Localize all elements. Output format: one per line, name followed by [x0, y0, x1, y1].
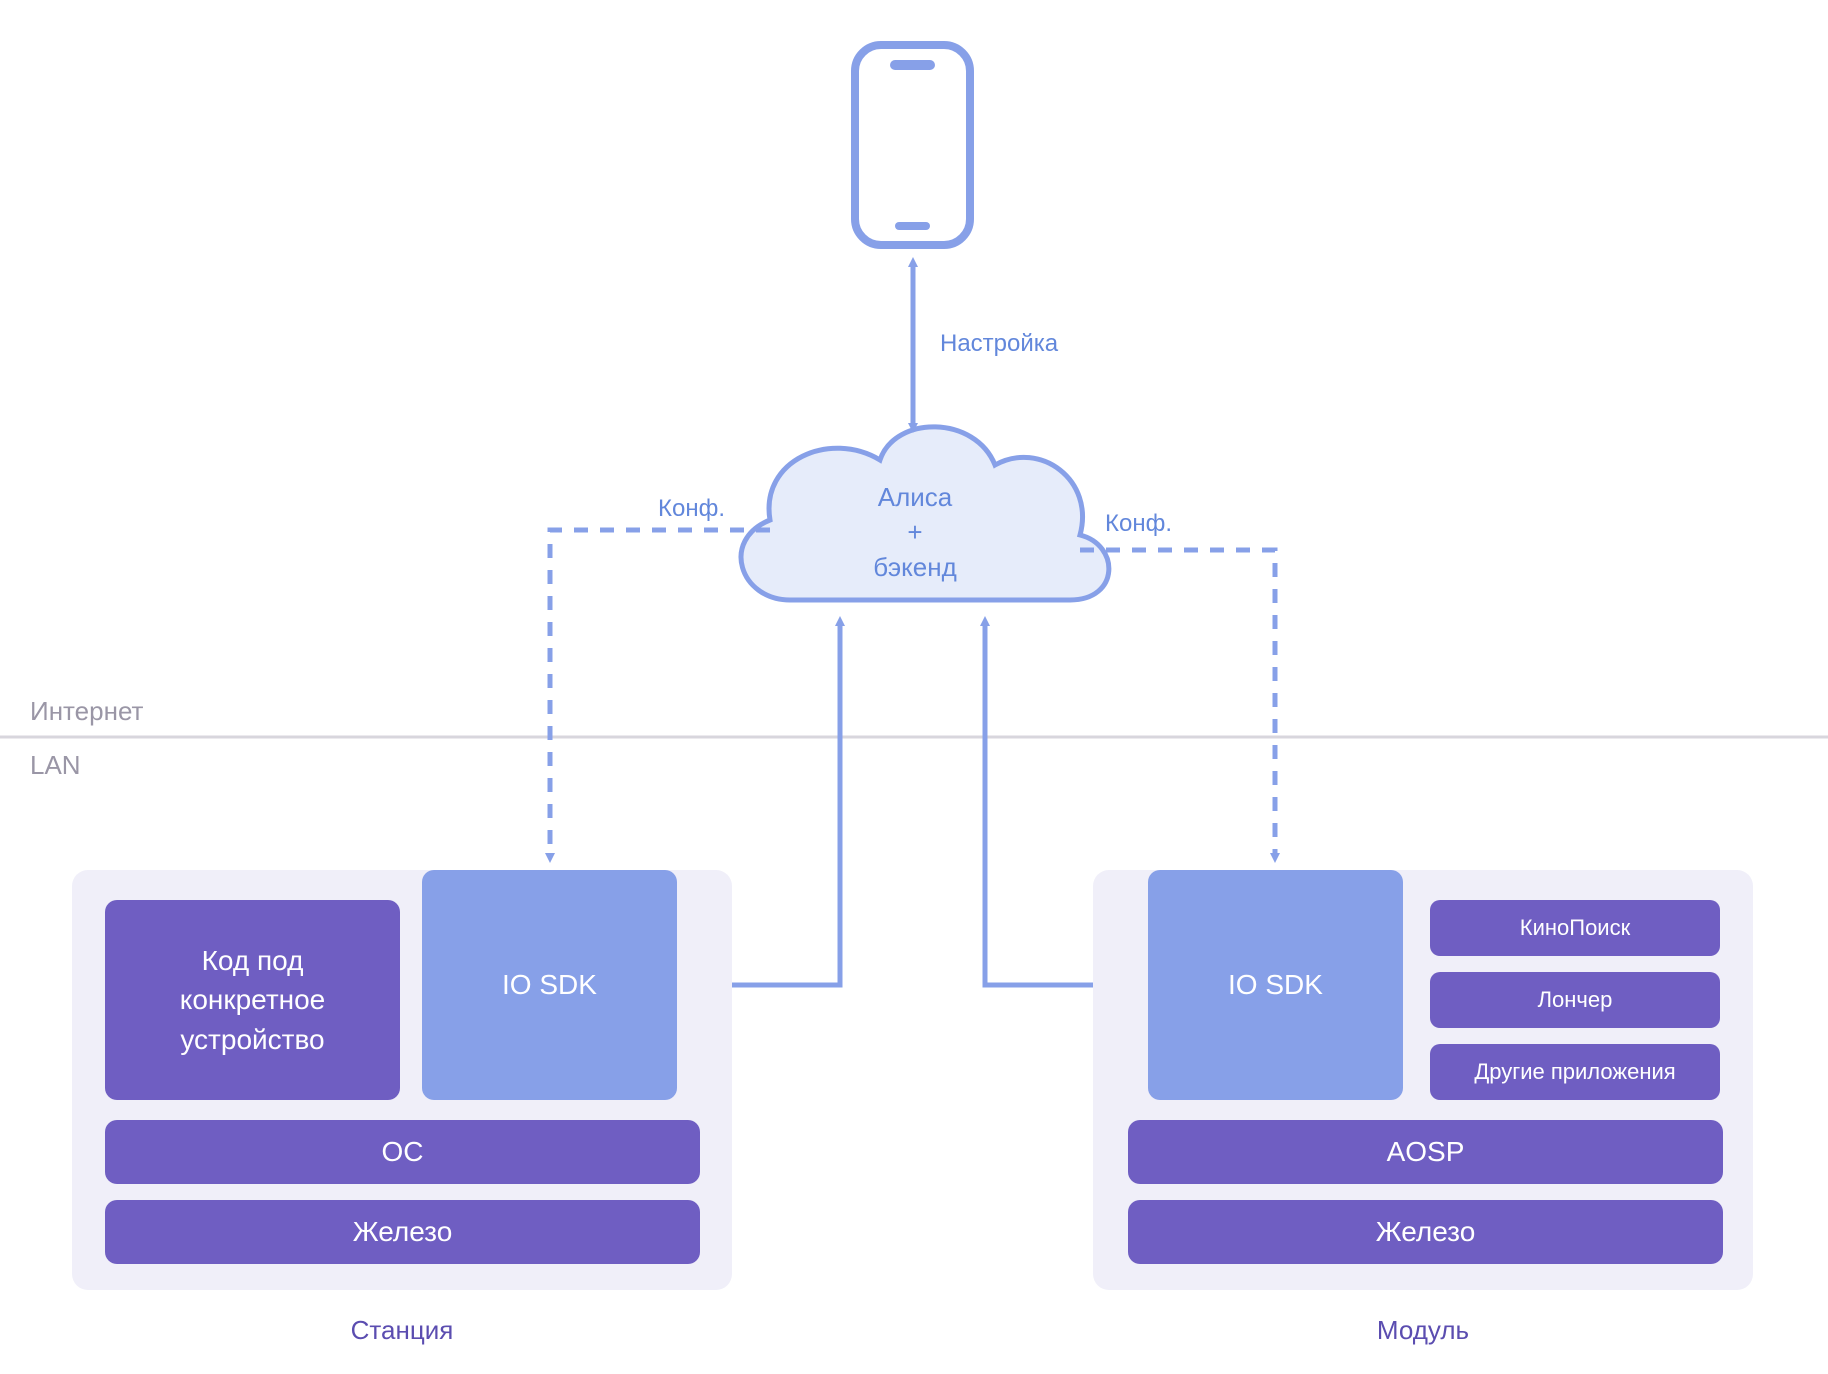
station-title: Станция — [72, 1315, 732, 1346]
edge-conf-left — [550, 530, 770, 858]
module-hw-label: Железо — [1376, 1216, 1476, 1248]
cloud-line1: Алиса — [878, 482, 953, 512]
module-aosp-box: AOSP — [1128, 1120, 1723, 1184]
module-aosp-label: AOSP — [1387, 1136, 1465, 1168]
module-io-sdk-label: IO SDK — [1228, 969, 1323, 1001]
module-title: Модуль — [1093, 1315, 1753, 1346]
module-hw-box: Железо — [1128, 1200, 1723, 1264]
module-app-2: Другие приложения — [1430, 1044, 1720, 1100]
edge-label-settings: Настройка — [940, 330, 1058, 358]
station-device-code-label: Код под конкретное устройство — [180, 941, 326, 1059]
edge-conf-right — [1080, 550, 1275, 858]
zone-label-lan: LAN — [30, 750, 81, 781]
station-os-box: ОС — [105, 1120, 700, 1184]
station-io-sdk-label: IO SDK — [502, 969, 597, 1001]
module-app-0: КиноПоиск — [1430, 900, 1720, 956]
station-os-label: ОС — [382, 1136, 424, 1168]
cloud-line2: + — [907, 517, 922, 547]
module-io-sdk-box: IO SDK — [1148, 870, 1403, 1100]
cloud-line3: бэкенд — [873, 552, 957, 582]
module-app-1-label: Лончер — [1538, 987, 1613, 1013]
station-device-code-box: Код под конкретное устройство — [105, 900, 400, 1100]
edge-label-conf-right: Конф. — [1105, 510, 1172, 538]
cloud-text: Алиса + бэкенд — [820, 480, 1010, 585]
module-app-0-label: КиноПоиск — [1520, 915, 1630, 941]
edge-label-conf-left: Конф. — [658, 495, 725, 523]
module-app-2-label: Другие приложения — [1474, 1059, 1675, 1085]
phone-icon — [855, 45, 970, 245]
zone-label-internet: Интернет — [30, 696, 143, 727]
station-hw-label: Железо — [353, 1216, 453, 1248]
station-io-sdk-box: IO SDK — [422, 870, 677, 1100]
module-app-1: Лончер — [1430, 972, 1720, 1028]
station-hw-box: Железо — [105, 1200, 700, 1264]
